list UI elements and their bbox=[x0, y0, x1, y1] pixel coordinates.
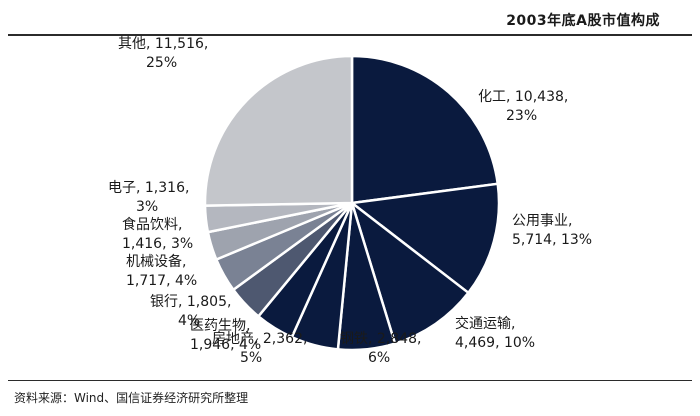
slice-label-1: 化工, 10,438, bbox=[478, 89, 568, 105]
slice-label-3: 交通运输, bbox=[455, 315, 515, 332]
slice-label-10: 电子, 1,316, bbox=[108, 180, 189, 196]
source-note: 资料来源：Wind、国信证券经济研究所整理 bbox=[14, 391, 249, 405]
slice-label-2: 公用事业, bbox=[512, 213, 572, 229]
pie-chart: 化工, 10,438, 23% 公用事业, 5,714, 13% 交通运输, 4,469,… bbox=[108, 36, 592, 366]
slice-label-6: 医药生物, bbox=[190, 318, 250, 334]
slice-value-4: 6% bbox=[368, 350, 390, 366]
slice-value-7: 4% bbox=[178, 313, 200, 329]
pie-slice-3 bbox=[349, 199, 471, 346]
chart-title: 2003年底A股市值构成 bbox=[506, 13, 660, 29]
slice-label-4: 钢铁, 2,848, bbox=[340, 331, 421, 347]
slice-value-8: 1,717, 4% bbox=[126, 273, 197, 289]
slice-label-9: 食品饮料, bbox=[122, 216, 182, 233]
pie-slice-2 bbox=[348, 182, 501, 295]
slice-value-2: 5,714, 13% bbox=[512, 232, 592, 248]
slice-value-3: 4,469, 10% bbox=[455, 335, 535, 351]
slice-label-5: 房地产, 2,362, bbox=[212, 331, 307, 347]
pie-slice-11 bbox=[203, 54, 354, 207]
slice-value-9: 1,416, 3% bbox=[122, 236, 193, 252]
title-divider bbox=[8, 34, 692, 36]
slice-label-11: 其他, 11,516, bbox=[118, 36, 208, 52]
slice-value-5: 5% bbox=[240, 350, 262, 366]
slice-label-7: 银行, 1,805, bbox=[150, 294, 231, 310]
source-divider bbox=[8, 380, 692, 381]
slice-value-1: 23% bbox=[506, 108, 537, 124]
slice-label-8: 机械设备, bbox=[126, 253, 186, 270]
slice-value-6: 1,946, 4% bbox=[190, 337, 261, 353]
slice-value-11: 25% bbox=[146, 55, 177, 71]
slice-value-10: 3% bbox=[136, 199, 158, 215]
pie-slice-1 bbox=[350, 54, 500, 205]
